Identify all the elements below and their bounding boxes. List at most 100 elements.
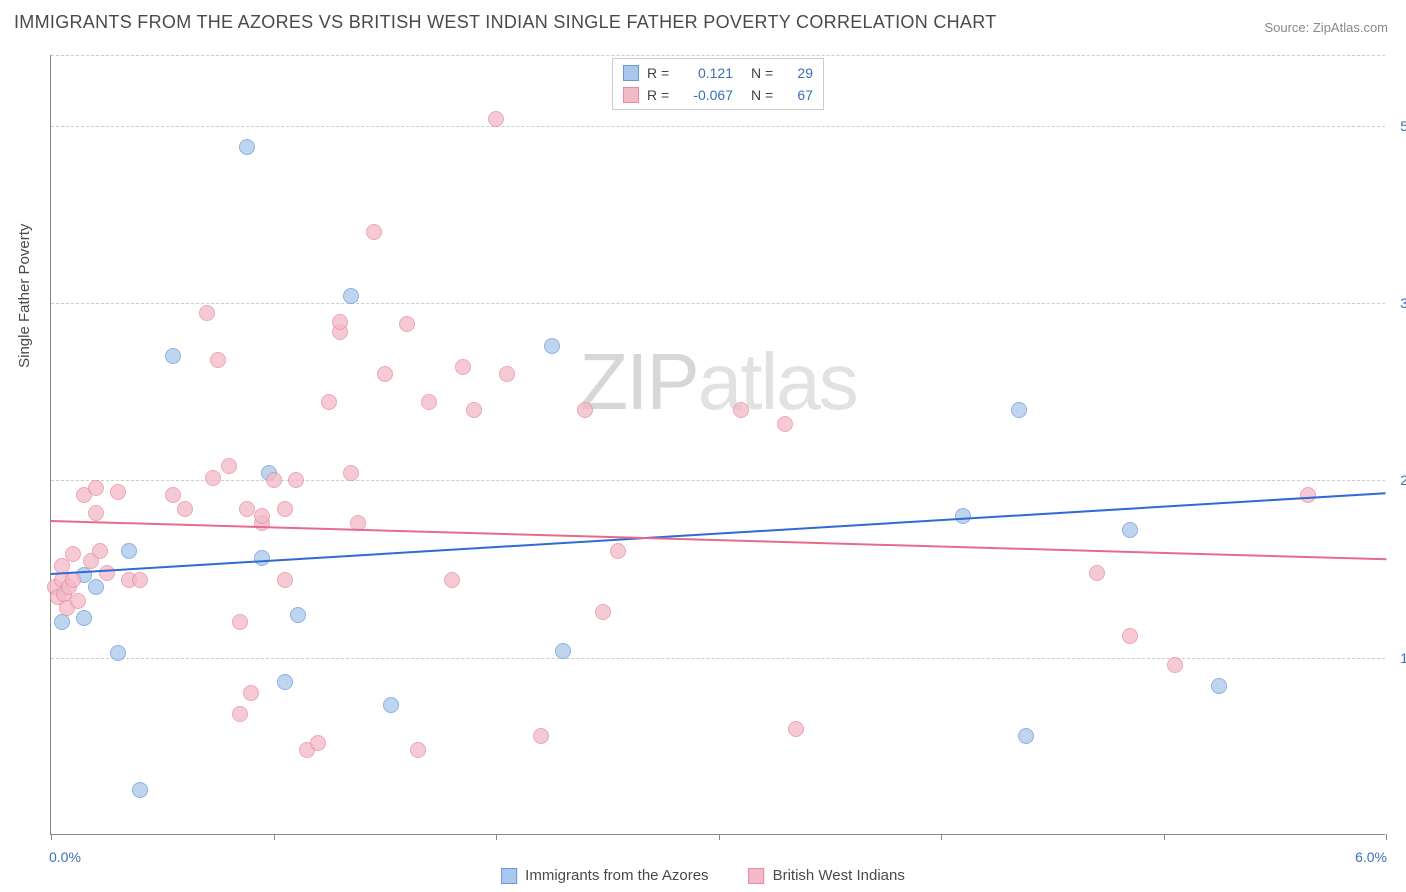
scatter-point: [332, 314, 348, 330]
scatter-point: [88, 505, 104, 521]
scatter-point: [383, 697, 399, 713]
scatter-point: [65, 572, 81, 588]
stat-n-value: 67: [787, 87, 813, 103]
scatter-point: [1122, 628, 1138, 644]
scatter-point: [577, 402, 593, 418]
scatter-point: [277, 501, 293, 517]
legend-swatch: [623, 87, 639, 103]
scatter-point: [410, 742, 426, 758]
trend-line: [51, 520, 1386, 560]
scatter-point: [232, 614, 248, 630]
legend-item: Immigrants from the Azores: [501, 867, 708, 884]
scatter-point: [310, 735, 326, 751]
scatter-point: [132, 572, 148, 588]
scatter-point: [254, 550, 270, 566]
gridline: [51, 480, 1385, 481]
scatter-point: [343, 288, 359, 304]
y-axis-label: Single Father Poverty: [16, 224, 33, 368]
scatter-point: [595, 604, 611, 620]
correlation-stats-box: R = 0.121 N = 29 R = -0.067 N = 67: [612, 58, 824, 110]
scatter-point: [733, 402, 749, 418]
x-tick: [496, 834, 497, 840]
scatter-point: [288, 472, 304, 488]
scatter-point: [321, 394, 337, 410]
chart-title: IMMIGRANTS FROM THE AZORES VS BRITISH WE…: [14, 12, 997, 33]
scatter-point: [88, 480, 104, 496]
watermark-text: ZIPatlas: [579, 336, 856, 428]
scatter-point: [99, 565, 115, 581]
x-tick-label: 6.0%: [1355, 849, 1387, 865]
scatter-point: [254, 508, 270, 524]
gridline: [51, 303, 1385, 304]
scatter-point: [377, 366, 393, 382]
scatter-point: [1167, 657, 1183, 673]
legend-item: British West Indians: [749, 867, 905, 884]
scatter-point: [199, 305, 215, 321]
scatter-point: [1011, 402, 1027, 418]
legend-swatch: [749, 868, 765, 884]
y-tick-label: 12.5%: [1390, 650, 1406, 666]
scatter-point: [165, 348, 181, 364]
scatter-point: [88, 579, 104, 595]
gridline: [51, 126, 1385, 127]
scatter-point: [54, 614, 70, 630]
legend-swatch: [501, 868, 517, 884]
x-tick: [719, 834, 720, 840]
scatter-point: [70, 593, 86, 609]
stat-r-value: -0.067: [683, 87, 733, 103]
scatter-point: [544, 338, 560, 354]
scatter-point: [399, 316, 415, 332]
scatter-point: [277, 674, 293, 690]
scatter-point: [777, 416, 793, 432]
x-tick: [274, 834, 275, 840]
y-tick-label: 25.0%: [1390, 472, 1406, 488]
scatter-point: [165, 487, 181, 503]
scatter-point: [455, 359, 471, 375]
scatter-point: [266, 472, 282, 488]
x-tick: [51, 834, 52, 840]
scatter-point: [1018, 728, 1034, 744]
scatter-point: [92, 543, 108, 559]
scatter-point: [221, 458, 237, 474]
scatter-point: [290, 607, 306, 623]
stat-r-value: 0.121: [683, 65, 733, 81]
stat-r-label: R =: [647, 65, 675, 81]
scatter-point: [121, 543, 137, 559]
gridline: [51, 658, 1385, 659]
stat-r-label: R =: [647, 87, 675, 103]
legend: Immigrants from the Azores British West I…: [501, 867, 905, 884]
x-tick: [1164, 834, 1165, 840]
stats-row: R = 0.121 N = 29: [623, 62, 813, 84]
scatter-point: [239, 501, 255, 517]
scatter-point: [955, 508, 971, 524]
scatter-point: [555, 643, 571, 659]
x-tick-label: 0.0%: [49, 849, 81, 865]
scatter-point: [533, 728, 549, 744]
scatter-point: [1122, 522, 1138, 538]
stat-n-label: N =: [751, 87, 779, 103]
stat-n-value: 29: [787, 65, 813, 81]
legend-label: Immigrants from the Azores: [525, 867, 708, 884]
scatter-point: [132, 782, 148, 798]
source-attribution: Source: ZipAtlas.com: [1264, 20, 1388, 35]
scatter-point: [343, 465, 359, 481]
scatter-point: [232, 706, 248, 722]
stat-n-label: N =: [751, 65, 779, 81]
scatter-point: [239, 139, 255, 155]
x-tick: [1386, 834, 1387, 840]
plot-area: ZIPatlas R =0.121N =29R =-0.067N =67 12.…: [50, 55, 1385, 835]
scatter-point: [110, 645, 126, 661]
scatter-point: [421, 394, 437, 410]
scatter-point: [1089, 565, 1105, 581]
scatter-point: [243, 685, 259, 701]
scatter-point: [76, 610, 92, 626]
scatter-point: [1211, 678, 1227, 694]
legend-swatch: [623, 65, 639, 81]
scatter-point: [466, 402, 482, 418]
scatter-point: [177, 501, 193, 517]
x-tick: [941, 834, 942, 840]
scatter-point: [366, 224, 382, 240]
scatter-point: [610, 543, 626, 559]
legend-label: British West Indians: [773, 867, 905, 884]
scatter-point: [277, 572, 293, 588]
